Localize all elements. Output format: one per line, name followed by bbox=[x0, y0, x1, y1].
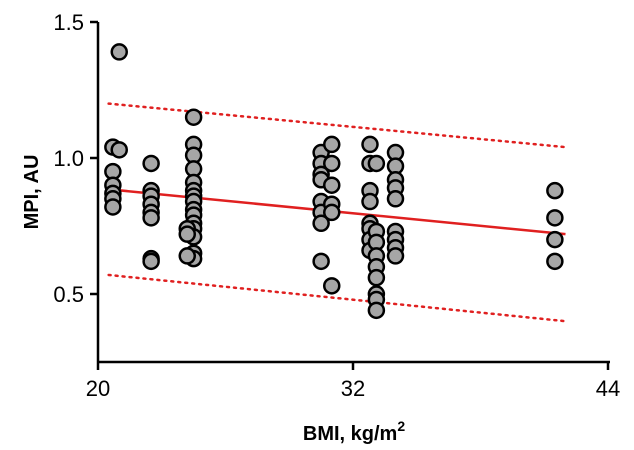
data-point bbox=[142, 209, 160, 227]
data-point bbox=[546, 181, 564, 200]
y-tick-label: 1.0 bbox=[53, 146, 84, 171]
y-tick-label: 0.5 bbox=[53, 282, 84, 307]
data-point bbox=[546, 230, 564, 249]
data-point bbox=[312, 214, 330, 233]
data-point bbox=[361, 135, 379, 154]
confidence-band bbox=[107, 102, 567, 323]
x-axis-title-text: BMI, kg/m bbox=[303, 423, 397, 445]
x-tick-label: 44 bbox=[596, 376, 620, 401]
data-point bbox=[184, 108, 203, 126]
data-points bbox=[104, 43, 564, 320]
y-axis-title: MPI, AU bbox=[21, 155, 43, 230]
data-point bbox=[110, 43, 128, 61]
confidence-band-upper bbox=[107, 102, 567, 149]
data-point bbox=[546, 209, 564, 227]
data-point bbox=[178, 225, 196, 243]
ticks: 20 32 44 0.5 1.0 1.5 bbox=[53, 10, 620, 401]
data-point bbox=[386, 190, 405, 208]
data-point bbox=[323, 135, 341, 154]
data-point bbox=[386, 247, 405, 265]
data-point bbox=[142, 154, 160, 173]
data-point bbox=[367, 301, 386, 320]
x-tick-label: 32 bbox=[341, 376, 365, 401]
data-point bbox=[323, 154, 341, 173]
confidence-band-lower bbox=[107, 273, 567, 323]
data-point bbox=[367, 154, 386, 173]
data-point bbox=[178, 247, 196, 265]
y-tick-label: 1.5 bbox=[53, 10, 84, 35]
data-point bbox=[323, 176, 341, 194]
x-axis-title: BMI, kg/m2 bbox=[303, 418, 405, 445]
data-point bbox=[546, 252, 564, 271]
x-tick-label: 20 bbox=[86, 376, 110, 401]
data-point bbox=[361, 192, 379, 211]
data-point bbox=[110, 141, 128, 159]
data-point bbox=[323, 203, 341, 222]
data-point bbox=[104, 198, 122, 216]
axes bbox=[96, 22, 610, 364]
data-point bbox=[142, 252, 160, 271]
data-point bbox=[323, 277, 341, 295]
data-point bbox=[312, 252, 330, 271]
data-point bbox=[367, 268, 386, 287]
x-axis-title-superscript: 2 bbox=[397, 418, 405, 434]
